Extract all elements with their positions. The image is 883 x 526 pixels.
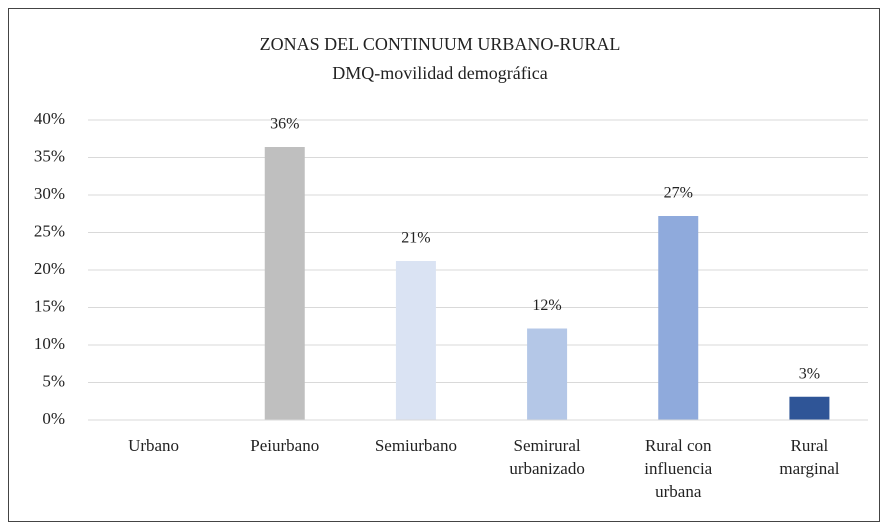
label-line: urbanizado [509, 459, 585, 478]
label-line: Semirural [514, 436, 581, 455]
chart-title: ZONAS DEL CONTINUUM URBANO-RURAL [260, 34, 621, 54]
bar [264, 147, 305, 420]
label-line: Peiurbano [250, 436, 319, 455]
data-label: 21% [401, 230, 430, 247]
label-line: marginal [779, 459, 839, 478]
y-tick-label: 10% [34, 334, 65, 353]
chart-border [8, 8, 880, 522]
data-label: 3% [799, 365, 820, 382]
x-tick-label: Rural marginal [779, 436, 839, 478]
x-tick-label: Semiurbano [375, 436, 457, 455]
bar [527, 328, 568, 420]
bar [658, 216, 699, 420]
data-label: 12% [532, 297, 561, 314]
x-tick-label: Urbano [128, 436, 179, 455]
y-tick-label: 25% [34, 221, 65, 240]
x-tick-label: Peiurbano [250, 436, 319, 455]
label-line: Semiurbano [375, 436, 457, 455]
label-line: urbana [655, 482, 702, 501]
label-line: Rural [791, 436, 829, 455]
y-tick-label: 15% [34, 296, 65, 315]
x-tick-label: Semirural urbanizado [509, 436, 585, 478]
y-tick-label: 20% [34, 259, 65, 278]
y-tick-label: 35% [34, 146, 65, 165]
x-tick-label: Rural con influencia urbana [644, 436, 712, 501]
data-label: 36% [270, 116, 299, 133]
y-tick-label: 5% [42, 371, 65, 390]
bar [789, 396, 830, 420]
y-tick-label: 40% [34, 109, 65, 128]
label-line: Rural con [645, 436, 712, 455]
bar [395, 261, 436, 420]
label-line: Urbano [128, 436, 179, 455]
chart-subtitle: DMQ-movilidad demográfica [332, 63, 547, 83]
data-label: 27% [664, 185, 693, 202]
label-line: influencia [644, 459, 712, 478]
y-tick-label: 0% [42, 409, 65, 428]
y-tick-label: 30% [34, 184, 65, 203]
